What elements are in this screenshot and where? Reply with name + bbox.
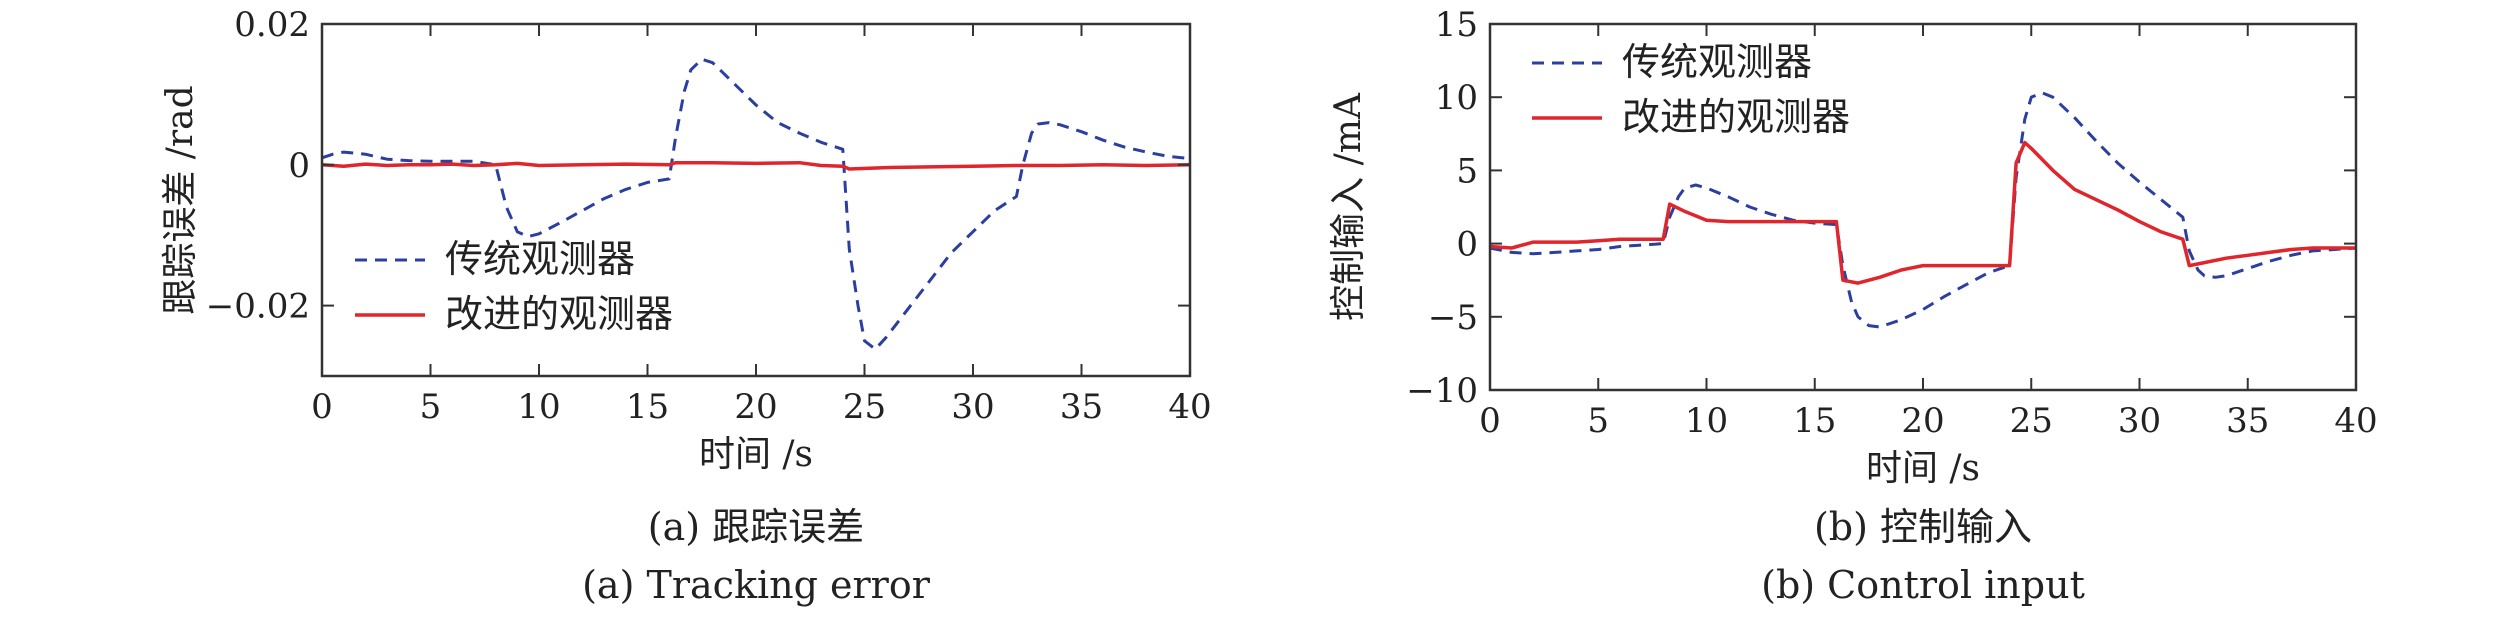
y-tick-label: 15 bbox=[1435, 5, 1478, 45]
x-axis-label: 时间 /s bbox=[699, 434, 813, 475]
x-tick-label: 0 bbox=[311, 387, 333, 427]
caption-chinese: (a) 跟踪误差 bbox=[648, 505, 864, 549]
caption-english: (a) Tracking error bbox=[582, 563, 931, 607]
x-tick-label: 40 bbox=[1168, 387, 1211, 427]
y-tick-label: −10 bbox=[1406, 371, 1478, 411]
x-tick-label: 15 bbox=[626, 387, 669, 427]
x-tick-label: 25 bbox=[843, 387, 886, 427]
axis-ticks: 0 5 10 15 20 25 30 35 40 15 10 5 0 −5 −10 bbox=[1406, 5, 2377, 441]
y-tick-label: 0 bbox=[288, 146, 310, 186]
x-tick-label: 5 bbox=[420, 387, 442, 427]
legend: 传统观测器 改进的观测器 bbox=[1532, 40, 1850, 139]
plot-lines bbox=[321, 57, 1191, 351]
y-tick-label: 0 bbox=[1456, 225, 1478, 265]
x-tick-label: 30 bbox=[2118, 401, 2161, 441]
legend-label-improved-observer: 改进的观测器 bbox=[1622, 95, 1850, 139]
x-tick-label: 20 bbox=[1901, 401, 1944, 441]
y-tick-label: 0.02 bbox=[234, 5, 310, 45]
plot-lines bbox=[1489, 91, 2357, 329]
x-axis-label: 时间 /s bbox=[1866, 448, 1980, 489]
series-line-improved-observer bbox=[1489, 140, 2356, 285]
legend-label-conventional-observer: 传统观测器 bbox=[445, 237, 635, 281]
legend-label-improved-observer: 改进的观测器 bbox=[445, 292, 673, 336]
y-axis-label: 跟踪误差 /rad bbox=[160, 85, 201, 314]
x-tick-label: 25 bbox=[2010, 401, 2053, 441]
y-tick-label: 10 bbox=[1435, 78, 1478, 118]
legend-label-conventional-observer: 传统观测器 bbox=[1622, 40, 1812, 84]
caption-chinese: (b) 控制输入 bbox=[1814, 505, 2032, 549]
series-line-improved-observer bbox=[321, 160, 1191, 171]
x-tick-label: 35 bbox=[2226, 401, 2269, 441]
x-tick-label: 0 bbox=[1479, 401, 1501, 441]
x-tick-label: 40 bbox=[2334, 401, 2377, 441]
axis-ticks: 0 5 10 15 20 25 30 35 40 0.02 0 −0.02 bbox=[206, 5, 1212, 427]
y-tick-label: 5 bbox=[1456, 151, 1478, 191]
caption-english: (b) Control input bbox=[1761, 563, 2085, 607]
legend: 传统观测器 改进的观测器 bbox=[355, 237, 673, 336]
plot-frame bbox=[1488, 22, 2358, 392]
panel-tracking-error: 0 5 10 15 20 25 30 35 40 0.02 0 −0.02 时间 /s 跟踪误差 /r… bbox=[160, 5, 1212, 607]
y-tick-label: −5 bbox=[1428, 298, 1478, 338]
x-tick-label: 10 bbox=[517, 387, 560, 427]
panel-control-input: 0 5 10 15 20 25 30 35 40 15 10 5 0 −5 −10 时间 /s 控制输入 /… bbox=[1328, 5, 2378, 607]
series-line-conventional-observer bbox=[1489, 91, 2357, 329]
x-tick-label: 10 bbox=[1685, 401, 1728, 441]
x-tick-label: 5 bbox=[1587, 401, 1609, 441]
y-tick-label: −0.02 bbox=[206, 287, 310, 327]
y-axis-label: 控制输入 /mA bbox=[1328, 92, 1369, 321]
x-tick-label: 35 bbox=[1060, 387, 1103, 427]
x-tick-label: 15 bbox=[1793, 401, 1836, 441]
x-tick-label: 30 bbox=[951, 387, 994, 427]
x-tick-label: 20 bbox=[734, 387, 777, 427]
